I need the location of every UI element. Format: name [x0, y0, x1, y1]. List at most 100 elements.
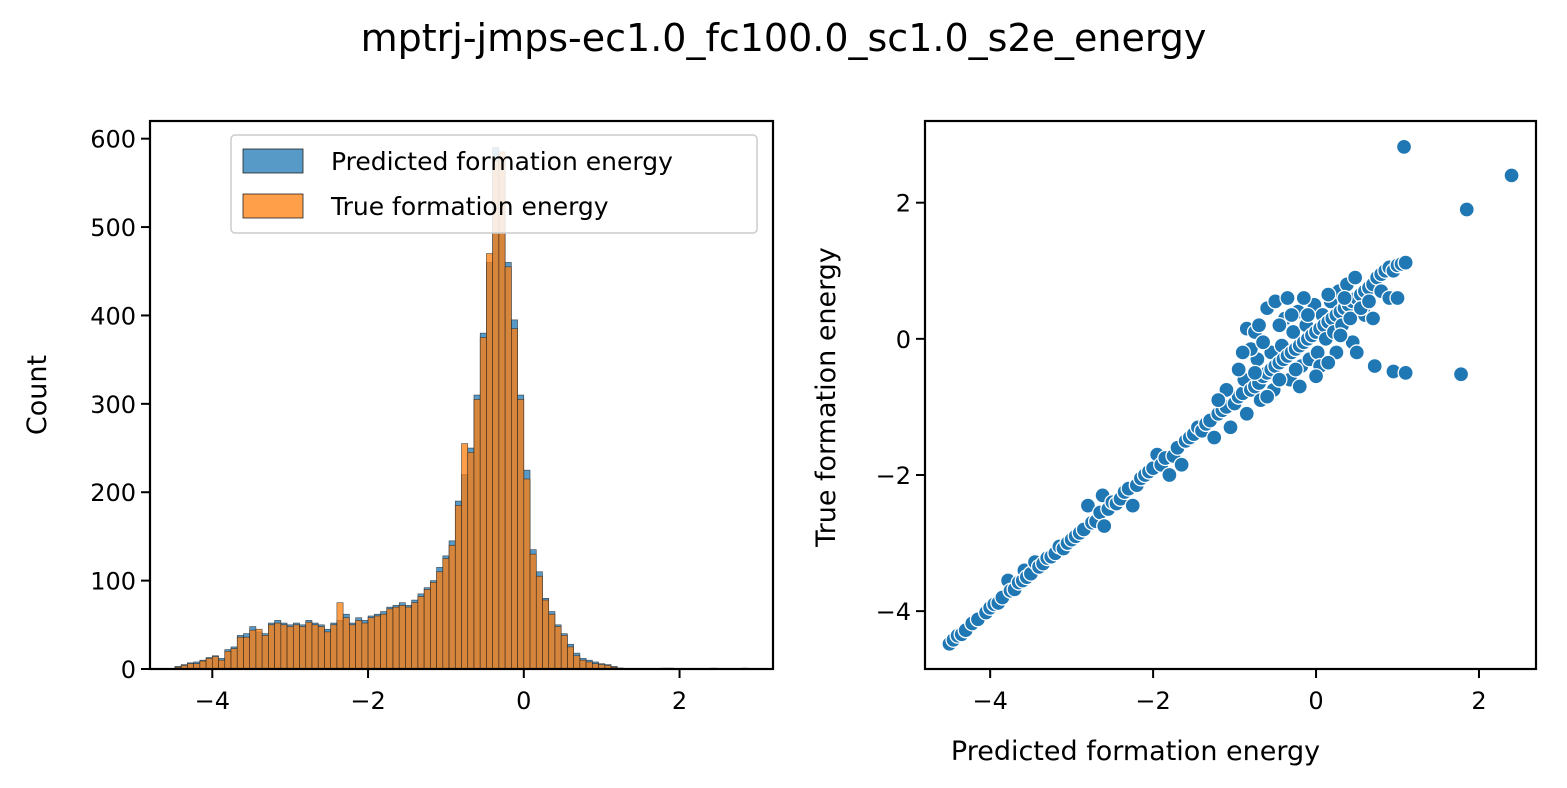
scatter-point	[1246, 364, 1264, 382]
hist-x-tick-label: 2	[672, 687, 687, 715]
scatter-point	[1458, 201, 1475, 218]
scatter-y-tick-label: 0	[896, 326, 911, 354]
hist-bar-true	[336, 602, 344, 670]
scatter-point	[1250, 317, 1268, 334]
scatter-point	[1287, 361, 1304, 378]
scatter-point	[1079, 497, 1097, 514]
figure-title: mptrj-jmps-ec1.0_fc100.0_sc1.0_s2e_energ…	[360, 16, 1207, 60]
hist-bar-true	[236, 636, 244, 670]
hist-bar-true	[261, 635, 269, 670]
hist-bar-true	[579, 659, 587, 670]
scatter-point	[1366, 357, 1383, 375]
scatter-y-axis-label: True formation energy	[811, 247, 842, 548]
hist-bar-true	[492, 160, 500, 670]
scatter-point	[1320, 354, 1337, 371]
scatter-point	[1320, 286, 1337, 303]
scatter-y-tick-label: 2	[896, 190, 911, 218]
hist-bar-true	[355, 620, 363, 670]
hist-bar-true	[361, 622, 369, 670]
scatter-point	[1234, 344, 1251, 361]
scatter-point	[1124, 497, 1141, 514]
scatter-point	[1336, 289, 1353, 307]
hist-bar-true	[224, 651, 232, 670]
hist-x-tick-label: −4	[195, 687, 230, 715]
scatter-x-tick-label: −2	[1135, 687, 1170, 715]
scatter-point	[1283, 306, 1300, 324]
hist-bar-true	[342, 617, 350, 670]
hist-bar-true	[436, 571, 444, 670]
hist-y-tick-label: 300	[90, 391, 136, 419]
hist-bar-true	[373, 615, 381, 670]
hist-bar-true	[199, 660, 207, 670]
hist-legend	[230, 134, 758, 234]
hist-bar-true	[511, 328, 518, 670]
scatter-y-tick-label: −2	[876, 462, 911, 490]
hist-bar-true	[330, 624, 338, 670]
scatter-point	[1299, 306, 1317, 324]
hist-bar-true	[461, 443, 469, 670]
hist-bar-true	[218, 659, 226, 670]
hist-bar-true	[305, 621, 313, 670]
scatter-point	[1285, 323, 1302, 341]
hist-bar-true	[448, 544, 456, 670]
scatter-point	[1210, 391, 1227, 409]
scatter-point	[1346, 269, 1364, 286]
scatter-point	[1295, 289, 1312, 307]
hist-bar-true	[523, 478, 531, 670]
hist-bar-true	[367, 617, 375, 670]
scatter-point	[1173, 456, 1190, 473]
hist-y-tick-label: 600	[90, 126, 136, 154]
hist-legend-label: True formation energy	[330, 192, 609, 221]
scatter-point	[1259, 388, 1276, 405]
hist-bar-true	[243, 636, 250, 670]
hist-bar-true	[317, 626, 325, 670]
scatter-point	[1389, 289, 1406, 307]
scatter-point	[1364, 310, 1382, 327]
hist-axes-frame	[148, 119, 775, 671]
hist-bar-true	[299, 626, 307, 670]
scatter-point	[1397, 364, 1414, 382]
hist-x-tick-label: 0	[516, 687, 531, 715]
hist-bar-true	[467, 452, 475, 670]
hist-bar-true	[517, 399, 525, 670]
scatter-point	[1503, 167, 1520, 184]
hist-bar-true	[286, 626, 294, 670]
hist-bar-true	[486, 253, 493, 670]
hist-bar-true	[423, 589, 431, 670]
hist-bar-true	[567, 646, 574, 670]
hist-bar-true	[411, 602, 419, 670]
hist-bar-true	[255, 628, 263, 670]
hist-y-tick-label: 200	[90, 479, 136, 507]
scatter-point	[1254, 334, 1272, 351]
hist-bar-true	[349, 624, 356, 670]
hist-y-tick-label: 0	[121, 656, 136, 684]
scatter-point	[1397, 254, 1414, 271]
scatter-point	[1161, 466, 1178, 484]
scatter-x-axis-label: Predicted formation energy	[951, 736, 1320, 767]
hist-bar-true	[454, 505, 462, 670]
hist-bar-true	[274, 622, 282, 670]
hist-bar-true	[268, 624, 275, 670]
hist-bar-true	[535, 575, 543, 670]
scatter-point	[1271, 371, 1288, 388]
hist-bar-true	[386, 608, 394, 670]
scatter-point	[1238, 405, 1255, 422]
scatter-axes-frame	[923, 119, 1538, 671]
hist-bar-true	[417, 596, 425, 670]
hist-bar-true	[542, 599, 550, 670]
hist-legend-label: Predicted formation energy	[331, 147, 673, 176]
scatter-point	[1096, 517, 1113, 535]
hist-bar-true	[430, 582, 437, 670]
hist-bar-true	[212, 656, 219, 670]
scatter-point	[1222, 419, 1239, 436]
scatter-x-tick-label: −4	[972, 687, 1007, 715]
scatter-point	[1452, 366, 1470, 383]
hist-y-tick-label: 400	[90, 302, 136, 330]
scatter-y-tick-label: −4	[876, 598, 911, 626]
scatter-point	[1395, 138, 1413, 156]
hist-bar-true	[573, 655, 581, 670]
hist-bar-true	[405, 606, 412, 670]
hist-bar-true	[230, 648, 238, 670]
hist-bar-true	[504, 266, 512, 670]
